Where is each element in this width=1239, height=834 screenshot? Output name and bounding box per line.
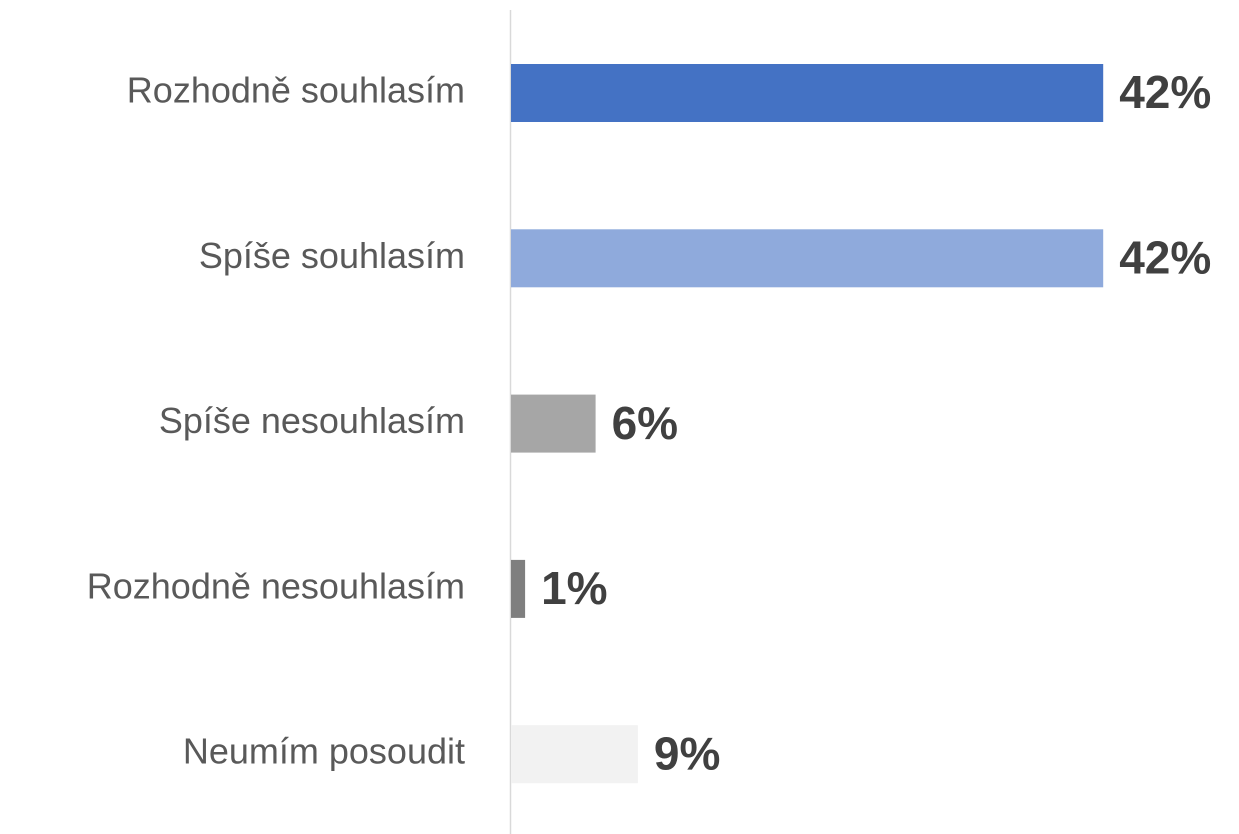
data-label: 42% [1119, 66, 1211, 118]
bar [511, 229, 1104, 288]
category-label: Rozhodně souhlasím [127, 70, 465, 111]
data-label: 6% [612, 397, 678, 449]
bar [511, 725, 638, 784]
category-label: Spíše nesouhlasím [159, 400, 465, 441]
category-label: Neumím posoudit [183, 731, 465, 772]
data-label: 1% [541, 562, 607, 614]
category-label: Spíše souhlasím [199, 235, 465, 276]
bar [511, 64, 1104, 122]
data-label: 42% [1119, 231, 1211, 283]
bar [511, 394, 596, 453]
bar [511, 559, 526, 618]
category-label: Rozhodně nesouhlasím [87, 565, 465, 606]
data-label: 9% [654, 727, 720, 779]
